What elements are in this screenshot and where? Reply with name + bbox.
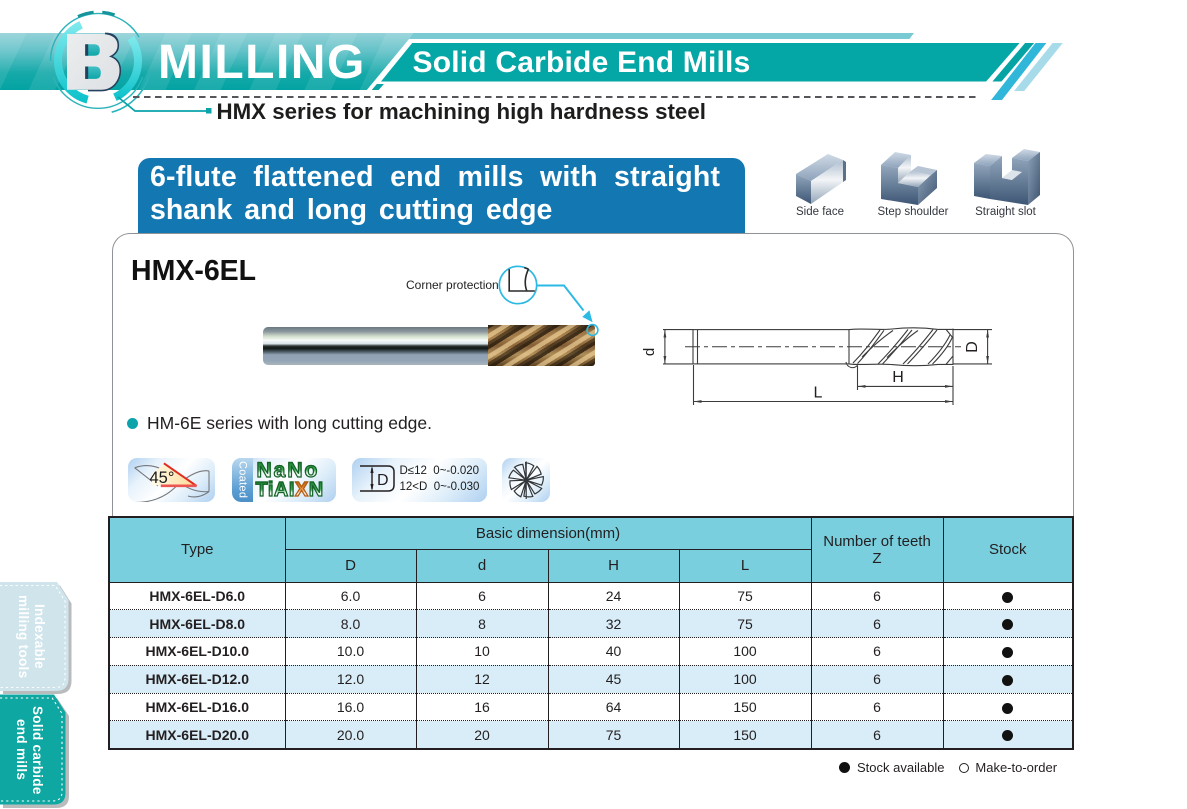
- svg-text:d: d: [641, 348, 658, 356]
- svg-text:H: H: [892, 369, 904, 386]
- svg-text:D: D: [377, 472, 389, 489]
- svg-text:D: D: [964, 341, 981, 353]
- svg-text:L: L: [814, 385, 823, 402]
